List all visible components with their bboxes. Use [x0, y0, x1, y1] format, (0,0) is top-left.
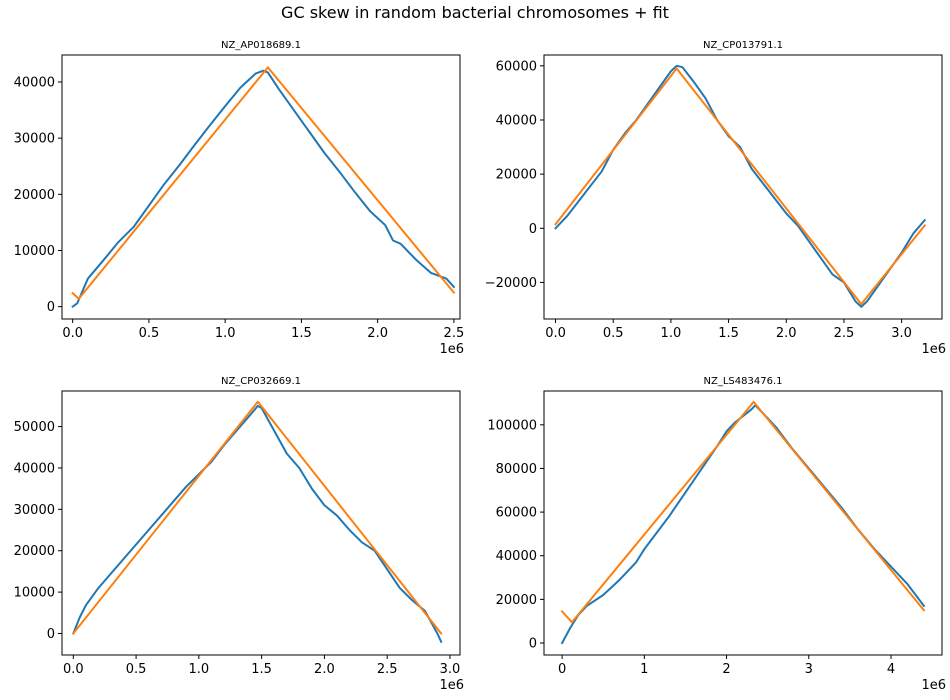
x-tick-label: 1.0 — [215, 326, 236, 341]
x-tick-label: 2.5 — [444, 326, 465, 341]
x-multiplier-label: 1e6 — [439, 678, 464, 693]
subplot-title: NZ_CP013791.1 — [703, 40, 783, 51]
y-tick-label: 60000 — [496, 59, 537, 74]
y-tick-label: 20000 — [14, 188, 55, 203]
y-tick-label: 40000 — [14, 461, 55, 476]
x-tick-label: 2 — [722, 662, 730, 677]
subplot-3: 0.0 0.5 1.0 1.5 2.0 2.5 3.0 0 10000 20000 30000 400… — [14, 376, 464, 693]
x-tick-label: 1.5 — [251, 662, 272, 677]
x-tick-label: 0.5 — [139, 326, 160, 341]
x-tick-label: 0 — [558, 662, 566, 677]
x-tick-label: 1.5 — [718, 326, 739, 341]
x-tick-label: 2.0 — [367, 326, 388, 341]
y-tick-label: 40000 — [496, 113, 537, 128]
subplot-title: NZ_LS483476.1 — [704, 376, 783, 387]
subplot-title: NZ_AP018689.1 — [221, 40, 301, 51]
y-tick-label: 50000 — [14, 420, 55, 435]
x-tick-label: 1.0 — [189, 662, 210, 677]
x-tick-label: 0.0 — [62, 326, 83, 341]
y-tick-label: 40000 — [14, 75, 55, 90]
gc-skew-line — [71, 69, 456, 309]
x-tick-label: 2.0 — [314, 662, 335, 677]
x-tick-label: 0.5 — [126, 662, 147, 677]
y-tick-label: 0 — [47, 627, 55, 642]
gc-skew-line — [72, 404, 443, 644]
y-tick-label: 20000 — [496, 593, 537, 608]
y-tick-label: 80000 — [496, 462, 537, 477]
y-tick-label: 10000 — [14, 586, 55, 601]
axes-frame — [543, 390, 943, 656]
x-tick-label: 1 — [640, 662, 648, 677]
fit-line — [560, 400, 926, 624]
x-tick-label: 2.5 — [377, 662, 398, 677]
y-tick-label: 10000 — [14, 244, 55, 259]
gc-skew-line — [560, 404, 926, 645]
y-tick-label: 20000 — [496, 168, 537, 183]
y-tick-label: 0 — [47, 300, 55, 315]
x-tick-label: 2.0 — [776, 326, 797, 341]
y-tick-label: 30000 — [14, 503, 55, 518]
x-multiplier-label: 1e6 — [921, 342, 946, 357]
subplot-4: 0 1 2 3 4 0 20000 40000 60000 80000 100000 NZ_LS483… — [487, 376, 946, 693]
subplot-2: 0.0 0.5 1.0 1.5 2.0 2.5 3.0 −20000 0 20000 40000 60… — [485, 40, 946, 357]
gc-skew-line — [554, 64, 927, 308]
x-tick-label: 0.0 — [63, 662, 84, 677]
y-tick-label: 60000 — [496, 506, 537, 521]
fit-line — [554, 67, 927, 306]
subplot-1: 0.0 0.5 1.0 1.5 2.0 2.5 0 10000 20000 30000 40000 N… — [14, 40, 465, 357]
fit-line — [71, 400, 443, 635]
x-tick-label: 3 — [805, 662, 813, 677]
x-tick-label: 4 — [887, 662, 895, 677]
y-tick-label: 0 — [529, 637, 537, 652]
x-tick-label: 2.5 — [834, 326, 855, 341]
figure-title: GC skew in random bacterial chromosomes … — [281, 3, 669, 22]
y-tick-label: −20000 — [485, 276, 537, 291]
y-tick-label: 20000 — [14, 544, 55, 559]
fit-line — [71, 66, 456, 300]
x-tick-label: 1.5 — [291, 326, 312, 341]
axes-frame — [543, 54, 943, 320]
x-tick-label: 0.0 — [545, 326, 566, 341]
x-tick-label: 1.0 — [661, 326, 682, 341]
y-tick-label: 100000 — [487, 418, 537, 433]
x-tick-label: 0.5 — [603, 326, 624, 341]
axes-frame — [61, 390, 461, 656]
x-tick-label: 3.0 — [891, 326, 912, 341]
y-tick-label: 40000 — [496, 549, 537, 564]
x-multiplier-label: 1e6 — [921, 678, 946, 693]
subplot-title: NZ_CP032669.1 — [221, 376, 301, 387]
axes-frame — [61, 54, 461, 320]
y-tick-label: 0 — [529, 222, 537, 237]
y-tick-label: 30000 — [14, 132, 55, 147]
x-tick-label: 3.0 — [440, 662, 461, 677]
x-multiplier-label: 1e6 — [439, 342, 464, 357]
